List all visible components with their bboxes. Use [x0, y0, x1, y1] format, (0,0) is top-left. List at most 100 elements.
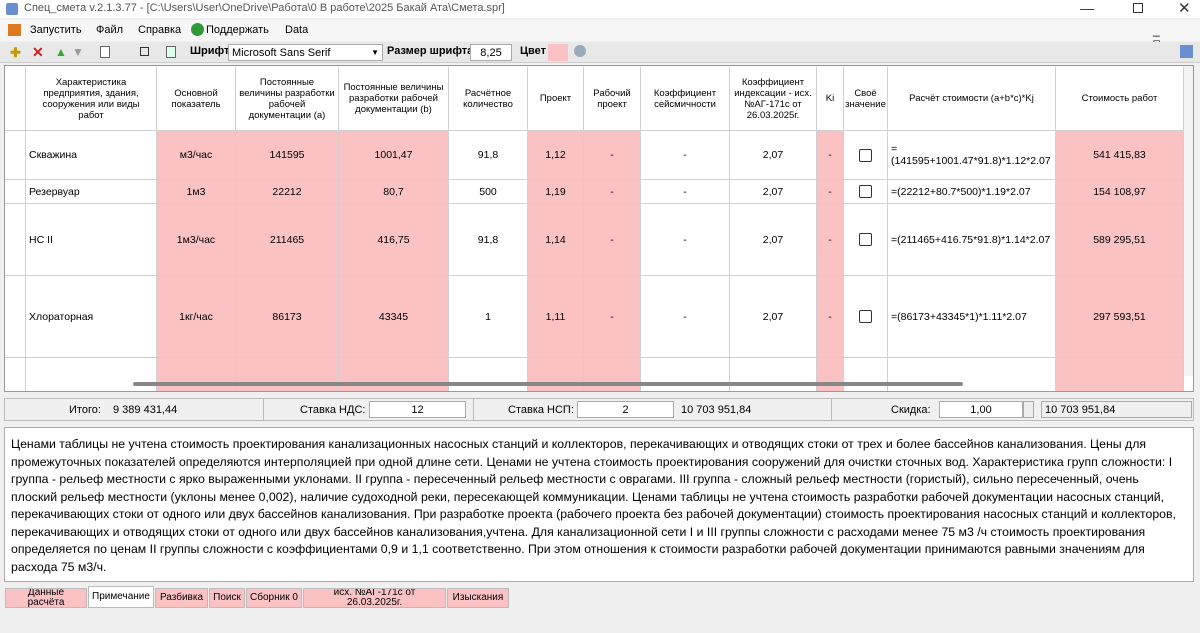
vat-input[interactable]: 12 [369, 401, 466, 418]
table-cell[interactable]: 211465 [236, 204, 339, 276]
table-cell[interactable]: Резервуар [26, 180, 157, 204]
table-cell[interactable]: - [817, 276, 844, 358]
row-header[interactable] [5, 180, 26, 204]
table-cell[interactable]: - [584, 131, 641, 180]
table-cell[interactable]: 2,07 [730, 204, 817, 276]
table-cell[interactable]: =(141595+1001.47*91.8)*1.12*2.07 [888, 131, 1056, 180]
table-cell[interactable]: - [584, 204, 641, 276]
row-header[interactable] [5, 276, 26, 358]
tab[interactable]: Данные расчёта [5, 588, 87, 608]
table-cell[interactable]: 1,12 [528, 131, 584, 180]
tab[interactable]: исх. №АГ-171с от 26.03.2025г. [303, 588, 446, 608]
column-header[interactable]: Постоянные величины разработки рабочей д… [236, 67, 339, 131]
table-cell[interactable]: - [817, 204, 844, 276]
table-cell[interactable]: 154 108,97 [1056, 180, 1184, 204]
column-header[interactable]: Стоимость работ [1056, 67, 1184, 131]
column-header[interactable]: Характеристика предприятия, здания, соор… [26, 67, 157, 131]
close-button[interactable]: ✕ [1178, 0, 1191, 17]
custom-value-checkbox[interactable] [859, 310, 872, 323]
tab[interactable]: Изыскания [447, 588, 509, 608]
column-header[interactable]: Проект [528, 67, 584, 131]
column-header[interactable]: Своё значение [844, 67, 888, 131]
table-cell[interactable]: 1м3 [157, 180, 236, 204]
table-cell[interactable]: 2,07 [730, 131, 817, 180]
tab[interactable]: Примечание [88, 586, 154, 608]
table-cell[interactable]: - [641, 276, 730, 358]
add-icon[interactable]: ✚ [10, 45, 21, 61]
table-cell[interactable]: 297 593,51 [1056, 276, 1184, 358]
table-cell[interactable]: - [584, 276, 641, 358]
table-cell[interactable]: - [584, 180, 641, 204]
table-cell[interactable]: Скважина [26, 131, 157, 180]
palette-icon[interactable] [574, 45, 586, 57]
table-cell[interactable]: 1 [449, 276, 528, 358]
discount-input[interactable]: 1,00 [939, 401, 1023, 418]
down-icon[interactable]: ▼ [72, 45, 84, 59]
column-header[interactable]: Расчётное количество [449, 67, 528, 131]
table-cell[interactable]: - [817, 131, 844, 180]
table-cell[interactable]: 1,14 [528, 204, 584, 276]
vertical-scrollbar[interactable] [1184, 66, 1193, 376]
table-cell[interactable]: 22212 [236, 180, 339, 204]
table-cell[interactable]: 1001,47 [339, 131, 449, 180]
menu-item[interactable]: Поддержать [206, 24, 269, 36]
table-cell[interactable]: 91,8 [449, 131, 528, 180]
table-cell[interactable]: 1кг/час [157, 276, 236, 358]
table-cell[interactable]: 141595 [236, 131, 339, 180]
row-header[interactable] [5, 131, 26, 180]
table-cell[interactable]: - [641, 204, 730, 276]
menu-item[interactable]: Справка [138, 24, 181, 36]
custom-value-checkbox[interactable] [859, 149, 872, 162]
font-select[interactable]: Microsoft Sans Serif▼ [228, 44, 383, 61]
column-header[interactable]: Коэффициент индексации - исх. №АГ-171с о… [730, 67, 817, 131]
custom-value-checkbox[interactable] [859, 233, 872, 246]
paste-icon[interactable] [166, 46, 176, 58]
frame-icon[interactable] [140, 47, 149, 56]
table-cell[interactable]: 1,11 [528, 276, 584, 358]
tab[interactable]: Поиск [209, 588, 245, 608]
nsp-input[interactable]: 2 [577, 401, 674, 418]
table-cell[interactable]: =(22212+80.7*500)*1.19*2.07 [888, 180, 1056, 204]
discount-spinner[interactable] [1023, 401, 1034, 418]
table-cell[interactable]: - [641, 131, 730, 180]
horizontal-scrollbar[interactable] [133, 382, 963, 386]
table-cell[interactable]: =(211465+416.75*91.8)*1.14*2.07 [888, 204, 1056, 276]
table-cell[interactable]: 1,19 [528, 180, 584, 204]
table-cell[interactable]: - [817, 180, 844, 204]
menu-item[interactable]: Data [285, 24, 308, 36]
copy-icon[interactable] [100, 46, 110, 58]
row-header[interactable] [5, 358, 26, 392]
table-cell[interactable]: 500 [449, 180, 528, 204]
menu-item[interactable]: Файл [96, 24, 123, 36]
tab[interactable]: Разбивка [155, 588, 208, 608]
column-header[interactable]: Основной показатель [157, 67, 236, 131]
custom-value-checkbox[interactable] [859, 185, 872, 198]
table-cell[interactable]: 589 295,51 [1056, 204, 1184, 276]
minimize-button[interactable]: — [1080, 0, 1096, 18]
table-cell[interactable]: Хлораторная [26, 276, 157, 358]
table-cell[interactable]: 80,7 [339, 180, 449, 204]
column-header[interactable]: Постоянные величины разработки рабочей д… [339, 67, 449, 131]
delete-icon[interactable]: ✕ [32, 44, 44, 61]
table-cell[interactable]: 43345 [339, 276, 449, 358]
column-header[interactable]: Ki [817, 67, 844, 131]
table-cell[interactable]: 541 415,83 [1056, 131, 1184, 180]
up-icon[interactable]: ▲ [55, 45, 67, 59]
size-input[interactable]: 8,25 [470, 44, 512, 61]
table-cell[interactable]: 86173 [236, 276, 339, 358]
column-header[interactable]: Рабочий проект [584, 67, 641, 131]
column-header[interactable]: Коэффициент сейсмичности [641, 67, 730, 131]
table-cell[interactable]: НС II [26, 204, 157, 276]
table-cell[interactable]: =(86173+43345*1)*1.11*2.07 [888, 276, 1056, 358]
tab[interactable]: Сборник 0 [246, 588, 302, 608]
maximize-button[interactable] [1133, 3, 1143, 13]
table-cell[interactable]: м3/час [157, 131, 236, 180]
table-cell[interactable]: 416,75 [339, 204, 449, 276]
row-header[interactable] [5, 204, 26, 276]
image-icon[interactable] [1180, 45, 1193, 58]
table-cell[interactable]: 1м3/час [157, 204, 236, 276]
table-cell[interactable]: 91,8 [449, 204, 528, 276]
table-cell[interactable]: - [641, 180, 730, 204]
table-cell[interactable]: 2,07 [730, 180, 817, 204]
color-swatch[interactable] [548, 44, 568, 61]
